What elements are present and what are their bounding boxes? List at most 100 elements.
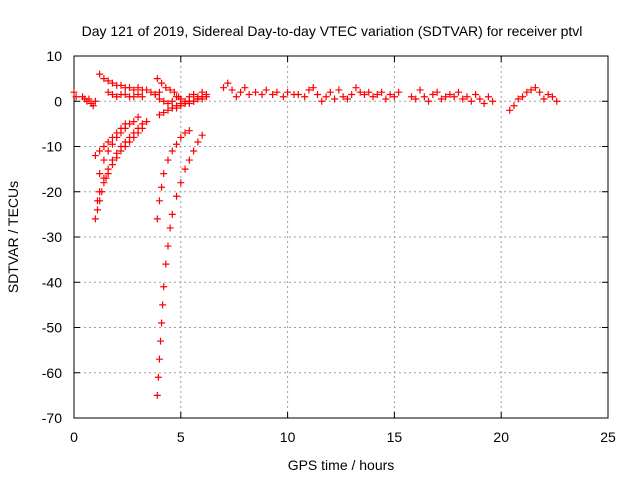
data-point xyxy=(241,84,249,92)
data-point xyxy=(190,97,198,105)
series-arc-start-0 xyxy=(70,88,80,101)
data-point xyxy=(548,93,556,101)
data-point xyxy=(164,100,172,108)
data-point xyxy=(237,88,245,96)
data-point xyxy=(155,95,163,103)
data-point xyxy=(168,97,176,105)
data-point xyxy=(450,93,458,101)
y-tick-label: 10 xyxy=(46,48,62,64)
data-point xyxy=(153,75,161,83)
data-point xyxy=(91,97,99,105)
y-tick-label: -30 xyxy=(42,229,62,245)
data-point xyxy=(262,86,270,94)
data-point xyxy=(252,88,260,96)
data-point xyxy=(177,133,185,141)
data-point xyxy=(126,133,134,141)
x-tick-label: 20 xyxy=(493,429,509,445)
data-point xyxy=(425,97,433,105)
data-point xyxy=(143,118,151,126)
data-point xyxy=(160,97,168,105)
data-point xyxy=(113,93,121,101)
data-point xyxy=(348,90,356,98)
data-point xyxy=(294,90,302,98)
series-arc-k xyxy=(301,84,326,105)
data-point xyxy=(151,90,159,98)
data-point xyxy=(339,93,347,101)
data-point xyxy=(104,88,112,96)
data-point xyxy=(484,93,492,101)
data-point xyxy=(343,95,351,103)
data-point xyxy=(202,93,210,101)
series-arc-v xyxy=(153,131,206,399)
data-point xyxy=(113,149,121,157)
data-point xyxy=(454,88,462,96)
data-point xyxy=(181,129,189,137)
data-point xyxy=(331,95,339,103)
y-tick-label: -40 xyxy=(42,274,62,290)
data-point xyxy=(177,179,185,187)
data-point xyxy=(168,210,176,218)
x-tick-label: 15 xyxy=(387,429,403,445)
data-point xyxy=(544,90,552,98)
data-point xyxy=(386,90,394,98)
data-point xyxy=(96,70,104,78)
data-point xyxy=(85,95,93,103)
data-point xyxy=(190,90,198,98)
y-tick-label: -10 xyxy=(42,139,62,155)
y-tick-label: -20 xyxy=(42,184,62,200)
y-tick-label: 0 xyxy=(54,93,62,109)
data-point xyxy=(100,75,108,83)
series-arc-a xyxy=(79,93,99,110)
series-arc-s xyxy=(93,118,151,205)
data-point xyxy=(138,93,146,101)
data-point xyxy=(117,81,125,89)
data-point xyxy=(527,86,535,94)
data-point xyxy=(89,102,97,110)
series-arc-p xyxy=(506,88,531,114)
data-point xyxy=(228,86,236,94)
data-point xyxy=(480,100,488,108)
data-points xyxy=(70,70,561,399)
series-arc-m xyxy=(360,88,403,103)
data-point xyxy=(164,156,172,164)
series-arc-f xyxy=(153,75,183,101)
data-point xyxy=(322,93,330,101)
tick-labels: 0 5 10 15 20 25 10 0 -10 -20 -30 -40 -50 -60 -70 xyxy=(42,48,616,445)
data-point xyxy=(96,188,104,196)
data-point xyxy=(459,95,467,103)
data-point xyxy=(121,138,129,146)
series-arc-j xyxy=(252,86,302,101)
data-point xyxy=(91,215,99,223)
data-point xyxy=(510,102,518,110)
data-point xyxy=(305,86,313,94)
data-point xyxy=(309,84,317,92)
data-point xyxy=(126,84,134,92)
data-point xyxy=(108,140,116,148)
data-point xyxy=(476,95,484,103)
x-tick-label: 10 xyxy=(280,429,296,445)
data-point xyxy=(467,97,475,105)
data-point xyxy=(104,138,112,146)
data-point xyxy=(519,93,527,101)
data-point xyxy=(416,86,424,94)
data-point xyxy=(412,95,420,103)
data-point xyxy=(104,165,112,173)
data-point xyxy=(540,95,548,103)
data-point xyxy=(463,93,471,101)
data-point xyxy=(70,88,78,96)
series-arc-i xyxy=(220,79,253,101)
data-point xyxy=(72,93,80,101)
data-point xyxy=(429,90,437,98)
data-point xyxy=(164,242,172,250)
data-point xyxy=(121,120,129,128)
data-point xyxy=(395,88,403,96)
data-point xyxy=(93,197,101,205)
data-point xyxy=(198,131,206,139)
grid-lines xyxy=(74,56,608,418)
data-point xyxy=(164,106,172,114)
data-point xyxy=(177,102,185,110)
series-arc-w xyxy=(153,127,193,223)
data-point xyxy=(117,124,125,132)
y-tick-label: -60 xyxy=(42,365,62,381)
data-point xyxy=(536,88,544,96)
